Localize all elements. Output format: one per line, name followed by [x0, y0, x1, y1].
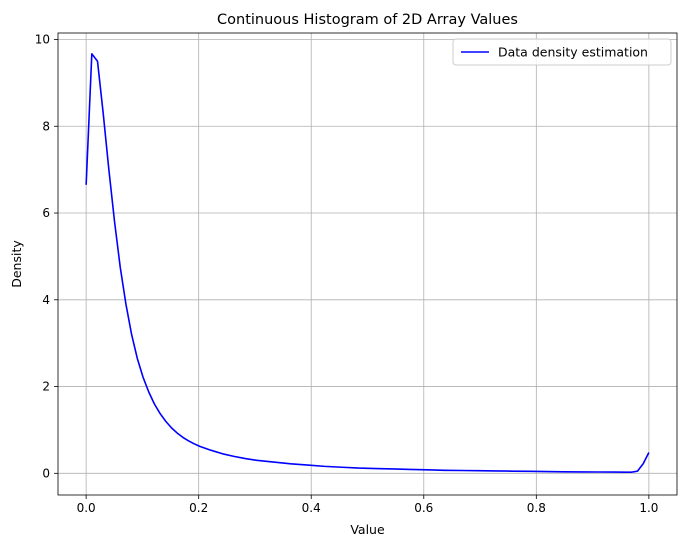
density-line — [85, 53, 650, 473]
x-tick-label: 0.6 — [414, 501, 433, 515]
legend-label: Data density estimation — [498, 45, 648, 60]
x-tick-label: 0.4 — [302, 501, 321, 515]
x-tick-label: 0.0 — [77, 501, 96, 515]
y-tick-label: 2 — [42, 380, 50, 394]
x-tick-label: 0.2 — [189, 501, 208, 515]
y-tick-label: 6 — [42, 206, 50, 220]
x-axis-label: Value — [350, 522, 385, 537]
y-tick-label: 0 — [42, 466, 50, 480]
plot-frame — [57, 32, 678, 496]
x-tick-label: 1.0 — [639, 501, 658, 515]
y-axis-label: Density — [9, 240, 24, 288]
legend: Data density estimation — [452, 38, 672, 66]
ticks: 0.0 0.2 0.4 0.6 0.8 1.0 0 2 4 6 8 10 — [35, 33, 659, 515]
chart-title: Continuous Histogram of 2D Array Values — [217, 12, 518, 28]
y-tick-label: 8 — [42, 119, 50, 133]
y-tick-label: 10 — [35, 33, 50, 47]
legend-box — [452, 38, 672, 66]
x-tick-label: 0.8 — [527, 501, 546, 515]
grid — [58, 33, 677, 495]
y-tick-label: 4 — [42, 293, 50, 307]
series-layer — [85, 53, 650, 473]
